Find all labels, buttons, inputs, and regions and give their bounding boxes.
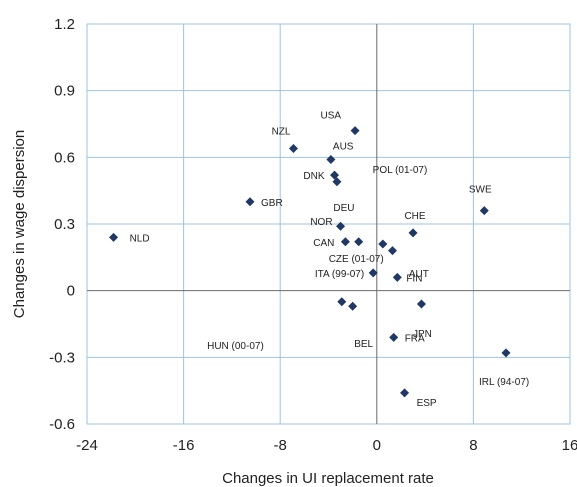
- y-tick-label: 1.2: [54, 16, 75, 33]
- data-point-marker: [340, 237, 350, 247]
- data-point-label: USA: [321, 111, 342, 122]
- x-tick-label: -24: [76, 437, 98, 454]
- y-tick-label: -0.6: [49, 416, 75, 433]
- data-point-marker: [501, 348, 511, 358]
- x-tick-label: 8: [469, 437, 477, 454]
- data-point-label: IRL (94-07): [479, 377, 529, 388]
- point-labels: USA NZL AUS DNK DEU POL (01-07) GBR SWE NLD NOR CH…: [130, 111, 530, 409]
- data-point-marker: [400, 388, 410, 398]
- data-point-marker: [387, 246, 397, 256]
- data-point-marker: [336, 221, 346, 231]
- data-point-label: SWE: [469, 185, 492, 196]
- data-point-marker: [330, 170, 340, 180]
- y-tick-label: 0.9: [54, 83, 75, 100]
- data-point-label: ITA (99-07): [315, 269, 364, 280]
- data-point-label: NLD: [130, 233, 150, 244]
- data-point-marker: [354, 237, 364, 247]
- data-point-marker: [288, 143, 298, 153]
- data-point-marker: [109, 232, 119, 242]
- data-point-marker: [245, 197, 255, 207]
- x-tick-label: 16: [562, 437, 577, 454]
- data-point-marker: [479, 206, 489, 216]
- y-tick-label: -0.3: [49, 349, 75, 366]
- data-point-marker: [348, 301, 358, 311]
- data-point-marker: [416, 299, 426, 309]
- x-tick-label: 0: [373, 437, 381, 454]
- data-point-label: CHE: [404, 211, 425, 222]
- data-point-label: DNK: [303, 171, 324, 182]
- data-point-marker: [350, 126, 360, 136]
- data-point-label: GBR: [261, 198, 283, 209]
- data-point-label: JPN: [413, 329, 432, 340]
- data-point-marker: [326, 155, 336, 165]
- data-point-label: CAN: [313, 238, 334, 249]
- x-tick-labels: -24 -16 -8 0 8 16: [76, 437, 577, 454]
- y-axis-title: Changes in wage dispersion: [11, 130, 28, 318]
- data-point-marker: [408, 228, 418, 238]
- data-point-label: AUT: [409, 269, 429, 280]
- data-point-label: FRA: [405, 333, 425, 344]
- data-point-label: FIN: [406, 273, 422, 284]
- data-point-label: HUN (00-07): [207, 341, 264, 352]
- y-tick-label: 0.6: [54, 149, 75, 166]
- data-point-marker: [332, 177, 342, 187]
- data-point-marker: [389, 332, 399, 342]
- x-tick-label: -8: [274, 437, 287, 454]
- y-tick-label: 0: [67, 283, 75, 300]
- data-point-label: DEU: [333, 203, 354, 214]
- x-tick-label: -16: [173, 437, 195, 454]
- data-point-label: CZE (01-07): [329, 254, 384, 265]
- gridlines: [86, 23, 571, 425]
- data-point-label: NOR: [310, 217, 332, 228]
- data-point-label: BEL: [354, 339, 373, 350]
- zero-axis-lines: [87, 24, 570, 424]
- data-point-marker: [337, 297, 347, 307]
- x-axis-title: Changes in UI replacement rate: [222, 470, 434, 487]
- data-point-marker: [392, 272, 402, 282]
- data-points: [109, 126, 511, 398]
- data-point-label: NZL: [272, 126, 291, 137]
- data-point-label: POL (01-07): [373, 165, 428, 176]
- data-point-marker: [368, 268, 378, 278]
- data-point-label: AUS: [333, 142, 354, 153]
- y-tick-labels: 1.2 0.9 0.6 0.3 0 -0.3 -0.6: [49, 16, 75, 433]
- y-tick-label: 0.3: [54, 216, 75, 233]
- data-point-marker: [378, 239, 388, 249]
- data-point-label: ESP: [417, 398, 437, 409]
